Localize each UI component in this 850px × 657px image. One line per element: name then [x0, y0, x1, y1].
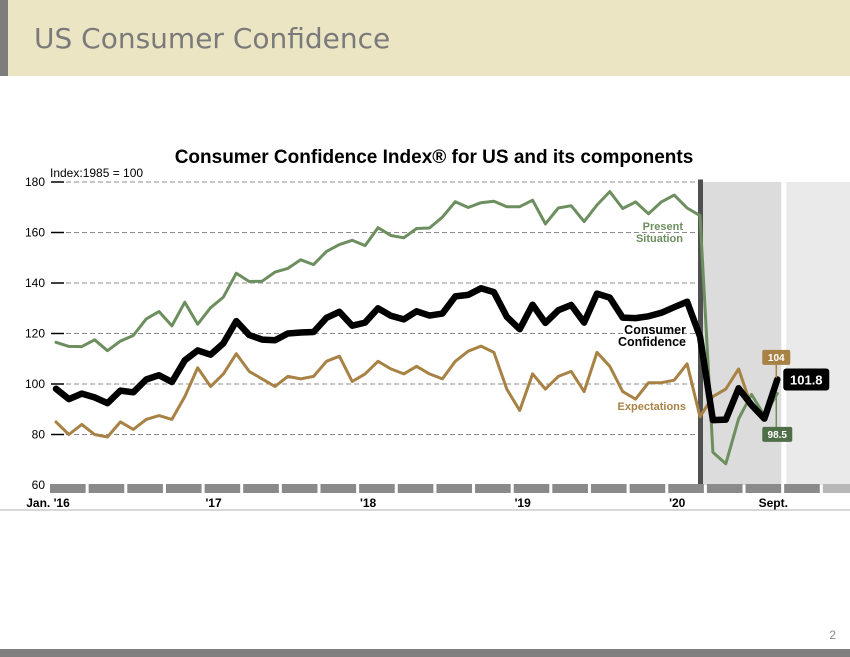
timeline-segment — [590, 484, 627, 493]
x-tick-label: '17 — [205, 496, 222, 510]
x-tick-label: Sept. — [759, 496, 788, 510]
page-number: 2 — [829, 628, 836, 642]
y-tick-label: 180 — [25, 175, 45, 189]
timeline-segment — [359, 484, 395, 493]
y-tick-label: 80 — [32, 428, 46, 442]
timeline-segment — [50, 484, 86, 493]
shade-gap — [781, 182, 787, 485]
timeline-segment — [320, 484, 357, 493]
timeline-segment — [204, 484, 241, 493]
timeline-segment — [552, 484, 588, 493]
expectations-value-callout — [762, 349, 791, 365]
present-situation-line — [54, 190, 779, 466]
present-situation-label: Present — [643, 221, 684, 233]
timeline-segment — [475, 484, 511, 493]
slide-title: US Consumer Confidence — [34, 22, 391, 55]
y-tick-label: 100 — [25, 377, 45, 391]
chart-title: Consumer Confidence Index® for US and it… — [175, 147, 694, 168]
expectations-value-text: 104 — [768, 353, 785, 364]
consumer-confidence-label: Consumer — [624, 323, 686, 337]
timeline-segment — [436, 484, 473, 493]
timeline-segment — [397, 484, 434, 493]
y-tick-label: 160 — [25, 226, 45, 240]
slide-title-band: US Consumer Confidence — [0, 0, 850, 76]
expectations-line — [54, 344, 779, 439]
y-tick-label: 120 — [25, 327, 45, 341]
timeline-segment — [513, 484, 550, 493]
title-accent-bar — [0, 0, 8, 76]
present-value-callout — [762, 426, 793, 442]
timeline-segment — [668, 484, 704, 493]
consumer-confidence-line — [52, 285, 781, 424]
timeline-segment — [745, 484, 782, 493]
timeline-segment — [243, 484, 279, 493]
timeline-segment — [88, 484, 125, 493]
timeline-segment — [629, 484, 666, 493]
timeline-segment — [822, 484, 850, 493]
present-situation-label: Situation — [636, 233, 683, 245]
y-axis-unit-label: Index:1985 = 100 — [50, 166, 143, 180]
y-tick-label: 140 — [25, 276, 45, 290]
confidence-value-callout — [783, 368, 830, 391]
confidence-value-text: 101.8 — [790, 372, 823, 387]
consumer-confidence-label: Confidence — [618, 335, 686, 349]
x-tick-label: Jan. '16 — [26, 496, 70, 510]
consumer-confidence-chart: Consumer Confidence Index® for US and it… — [0, 147, 850, 511]
x-tick-label: '18 — [360, 496, 377, 510]
timeline-segment — [784, 484, 820, 493]
footer-bar — [0, 649, 850, 657]
expectations-label: Expectations — [618, 401, 686, 413]
x-tick-label: '20 — [669, 496, 686, 510]
timeline-segment — [281, 484, 318, 493]
y-tick-label: 60 — [32, 478, 46, 492]
right-panel-shade — [786, 182, 850, 485]
timeline-segment — [127, 484, 163, 493]
present-value-text: 98.5 — [768, 430, 788, 441]
timeline-segment — [706, 484, 743, 493]
x-tick-label: '19 — [515, 496, 532, 510]
timeline-segment — [165, 484, 202, 493]
